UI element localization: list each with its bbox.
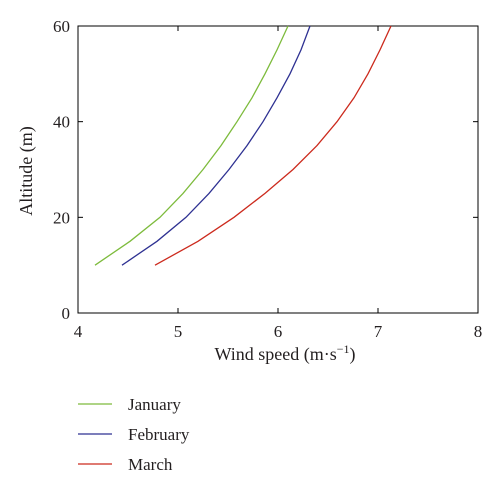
x-axis-title: Wind speed (m·s−1)	[214, 342, 355, 365]
legend-label-february: February	[128, 425, 190, 444]
ticks: 4 5 6 7 8 0 20 40 60	[53, 17, 482, 341]
y-tick-label: 40	[53, 113, 70, 132]
legend-label-march: March	[128, 455, 173, 474]
series-line-january	[94, 25, 289, 266]
y-tick-label: 0	[62, 304, 71, 323]
series-lines	[94, 25, 392, 266]
x-tick-label: 8	[474, 322, 483, 341]
y-axis-title: Altitude (m)	[16, 126, 37, 215]
series-line-february	[121, 25, 311, 266]
x-tick-label: 5	[174, 322, 183, 341]
y-tick-label: 60	[53, 17, 70, 36]
y-tick-label: 20	[53, 208, 70, 227]
x-tick-label: 6	[274, 322, 283, 341]
axes	[77, 25, 479, 314]
series-line-march	[154, 25, 392, 266]
plot-frame	[77, 25, 479, 314]
x-tick-label: 4	[74, 322, 83, 341]
x-axis-title-superscript: −1	[337, 342, 350, 356]
x-tick-label: 7	[374, 322, 383, 341]
legend: January February March	[78, 395, 190, 474]
legend-label-january: January	[128, 395, 181, 414]
